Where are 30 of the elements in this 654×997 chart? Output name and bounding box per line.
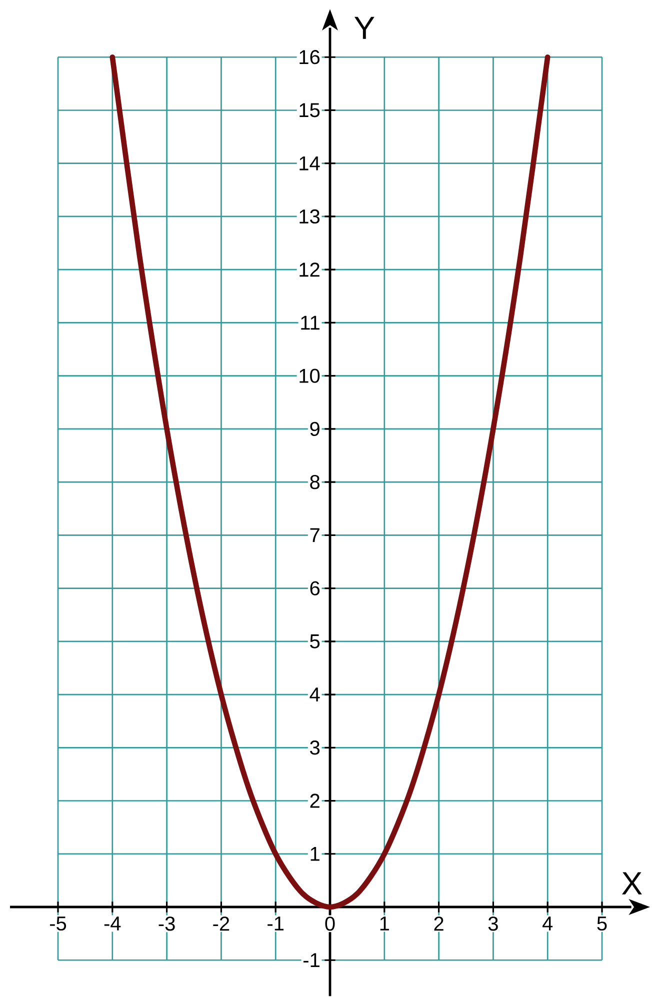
y-tick-label: 5 xyxy=(310,634,320,648)
y-tick-label: 11 xyxy=(301,316,320,330)
y-tick-label: 4 xyxy=(310,688,320,702)
y-tick-label: 10 xyxy=(300,368,320,383)
x-tick-label: 5 xyxy=(597,916,607,931)
x-tick-label: 1 xyxy=(380,916,389,930)
x-tick-label: -3 xyxy=(158,916,175,931)
y-tick-label: 16 xyxy=(300,50,320,64)
x-axis-title: X xyxy=(622,872,642,894)
y-tick-label: 12 xyxy=(300,262,320,277)
y-tick-label: 9 xyxy=(310,422,320,436)
y-tick-label: 1 xyxy=(310,847,320,861)
x-tick-label: 0 xyxy=(325,916,335,931)
x-tick-label: -1 xyxy=(268,916,284,930)
y-axis-title: Y xyxy=(354,16,374,39)
y-tick-label: 7 xyxy=(310,528,320,542)
y-tick-label: 14 xyxy=(300,156,320,170)
y-tick-label: 6 xyxy=(310,581,320,596)
x-tick-label: 3 xyxy=(488,916,498,931)
y-tick-label: -1 xyxy=(304,953,320,967)
x-tick-label: -2 xyxy=(213,916,230,931)
x-tick-label: -5 xyxy=(50,916,66,931)
y-tick-label: 15 xyxy=(300,103,320,118)
y-tick-label: 3 xyxy=(310,740,320,755)
x-tick-label: -4 xyxy=(104,916,121,930)
y-tick-label: 8 xyxy=(310,474,320,490)
x-tick-label: 4 xyxy=(542,916,553,930)
x-tick-label: 2 xyxy=(434,916,444,931)
y-tick-label: 2 xyxy=(310,794,320,808)
y-tick-label: 13 xyxy=(300,209,320,224)
